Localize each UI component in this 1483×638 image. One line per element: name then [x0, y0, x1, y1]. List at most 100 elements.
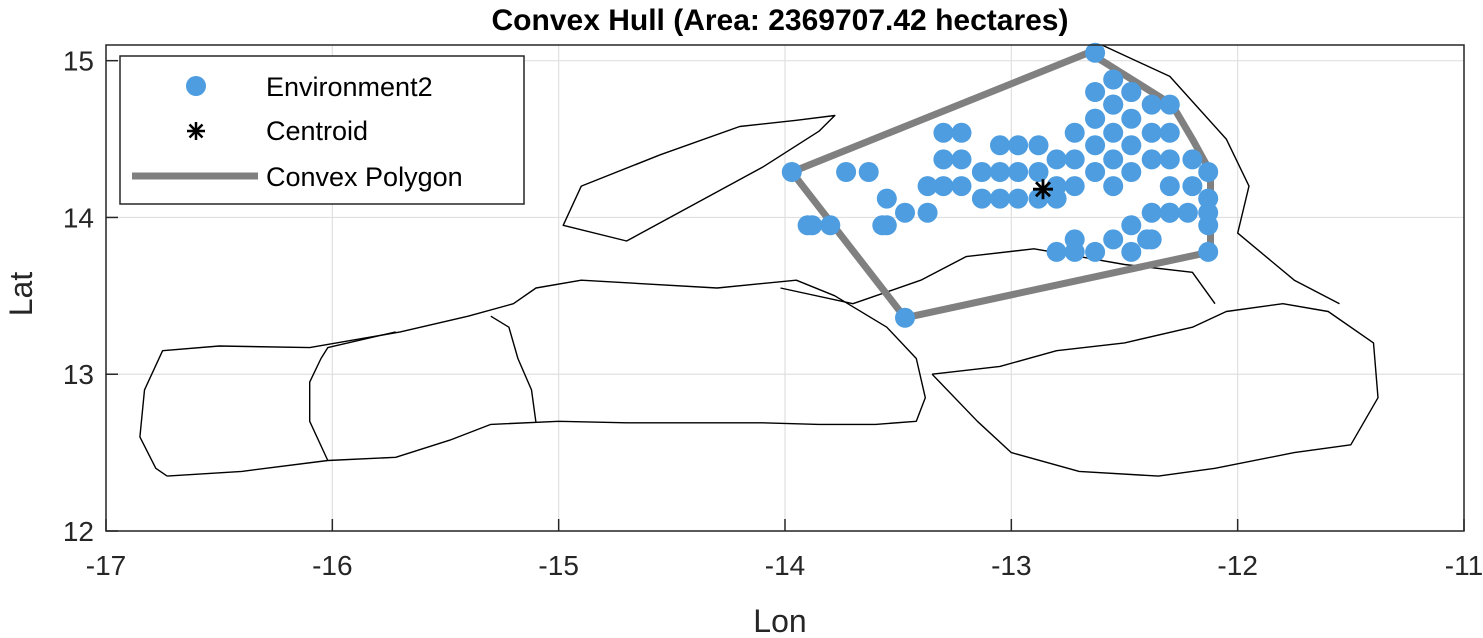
- environment2-point: [1008, 188, 1029, 209]
- environment2-point: [1064, 122, 1085, 143]
- environment2-point: [1121, 135, 1142, 156]
- x-tick-label: -15: [538, 550, 578, 581]
- environment2-point: [836, 162, 857, 182]
- environment2-point: [1159, 202, 1180, 223]
- environment2-point: [1103, 229, 1124, 250]
- environment2-point: [781, 162, 802, 182]
- region-boundary: [490, 315, 537, 423]
- environment2-point: [1141, 122, 1162, 143]
- environment2-point: [1159, 176, 1180, 197]
- environment2-point: [1008, 162, 1029, 182]
- legend-label-convex-polygon: Convex Polygon: [266, 162, 463, 192]
- legend-label-environment2: Environment2: [266, 72, 433, 102]
- environment2-point: [951, 122, 972, 143]
- environment2-point: [1103, 176, 1124, 197]
- environment2-point: [872, 215, 893, 236]
- legend-label-centroid: Centroid: [266, 116, 368, 146]
- environment2-point: [820, 215, 841, 236]
- region-boundary: [309, 331, 396, 461]
- environment2-point: [1141, 202, 1162, 223]
- environment2-point: [1121, 82, 1142, 102]
- x-tick-label: -12: [1217, 550, 1257, 581]
- environment2-point: [1046, 188, 1067, 209]
- environment2-point: [990, 188, 1010, 209]
- y-tick-label: 15: [63, 46, 94, 77]
- y-axis-label: Lat: [3, 272, 39, 317]
- environment2-point: [858, 162, 879, 182]
- x-tick-label: -11: [1445, 550, 1483, 581]
- environment2-point: [1198, 202, 1219, 223]
- environment2-point: [1085, 241, 1106, 262]
- environment2-point: [876, 188, 897, 209]
- centroid-marker: [1033, 179, 1053, 200]
- y-axis-ticks: 12 13 14 15: [63, 46, 118, 547]
- legend-marker-centroid: [187, 122, 205, 140]
- environment2-point: [1085, 108, 1106, 129]
- x-axis-label: Lon: [753, 603, 806, 638]
- environment2-point: [1137, 229, 1158, 250]
- environment2-point: [1103, 69, 1124, 90]
- environment2-point: [1182, 176, 1203, 197]
- environment2-point: [1198, 162, 1219, 182]
- environment2-point: [1085, 42, 1106, 63]
- region-boundary: [139, 279, 926, 477]
- environment2-point: [933, 122, 954, 143]
- environment2-point: [933, 149, 954, 170]
- environment2-point: [1177, 202, 1198, 223]
- environment2-point: [1121, 215, 1142, 236]
- environment2-point: [1085, 82, 1106, 102]
- x-tick-label: -14: [765, 550, 805, 581]
- region-boundary: [562, 114, 836, 242]
- environment2-point: [1085, 162, 1106, 182]
- environment2-point: [1103, 94, 1124, 115]
- environment2-point: [1008, 135, 1029, 156]
- environment2-point: [1159, 149, 1180, 170]
- y-tick-label: 14: [63, 202, 94, 233]
- environment2-point: [990, 162, 1010, 182]
- environment2-point: [1085, 135, 1106, 156]
- environment2-point: [1159, 94, 1180, 115]
- y-tick-label: 12: [63, 516, 94, 547]
- region-boundaries: [139, 44, 1379, 477]
- environment2-point: [1121, 162, 1142, 182]
- environment2-point: [1028, 135, 1049, 156]
- x-tick-label: -17: [86, 550, 126, 581]
- environment2-point: [917, 176, 938, 197]
- environment2-point: [933, 176, 954, 197]
- environment2-point: [1028, 162, 1049, 182]
- environment2-point: [951, 149, 972, 170]
- environment2-point: [1046, 149, 1067, 170]
- environment2-point: [1198, 241, 1219, 262]
- environment2-point: [1064, 241, 1085, 262]
- environment2-point: [1064, 176, 1085, 197]
- environment2-point: [971, 188, 992, 209]
- environment2-point: [802, 215, 823, 236]
- x-axis-ticks: -17 -16 -15 -14 -13 -12 -11: [86, 519, 1483, 581]
- region-boundary: [1101, 44, 1340, 305]
- environment2-point: [990, 135, 1010, 156]
- environment2-point: [1064, 149, 1085, 170]
- environment2-point: [1141, 149, 1162, 170]
- environment2-point: [1103, 122, 1124, 143]
- convex-polygon-line: [789, 49, 1214, 322]
- environment2-point: [1103, 149, 1124, 170]
- environment2-point: [1141, 94, 1162, 115]
- environment2-point: [1121, 241, 1142, 262]
- legend: Environment2 Centroid Convex Polygon: [119, 55, 525, 205]
- environment2-point: [951, 176, 972, 197]
- environment2-point: [1198, 188, 1219, 209]
- environment2-series: [781, 42, 1219, 328]
- environment2-point: [1182, 149, 1203, 170]
- y-tick-label: 13: [63, 359, 94, 390]
- x-tick-label: -16: [312, 550, 352, 581]
- chart-title: Convex Hull (Area: 2369707.42 hectares): [492, 4, 1069, 37]
- centroid-series: [1033, 179, 1053, 200]
- x-tick-label: -13: [991, 550, 1031, 581]
- environment2-point: [895, 202, 915, 223]
- environment2-point: [917, 202, 938, 223]
- legend-marker-environment2: [186, 76, 206, 96]
- convex-polygon-series: [789, 49, 1214, 322]
- environment2-point: [1159, 122, 1180, 143]
- environment2-point: [895, 307, 915, 328]
